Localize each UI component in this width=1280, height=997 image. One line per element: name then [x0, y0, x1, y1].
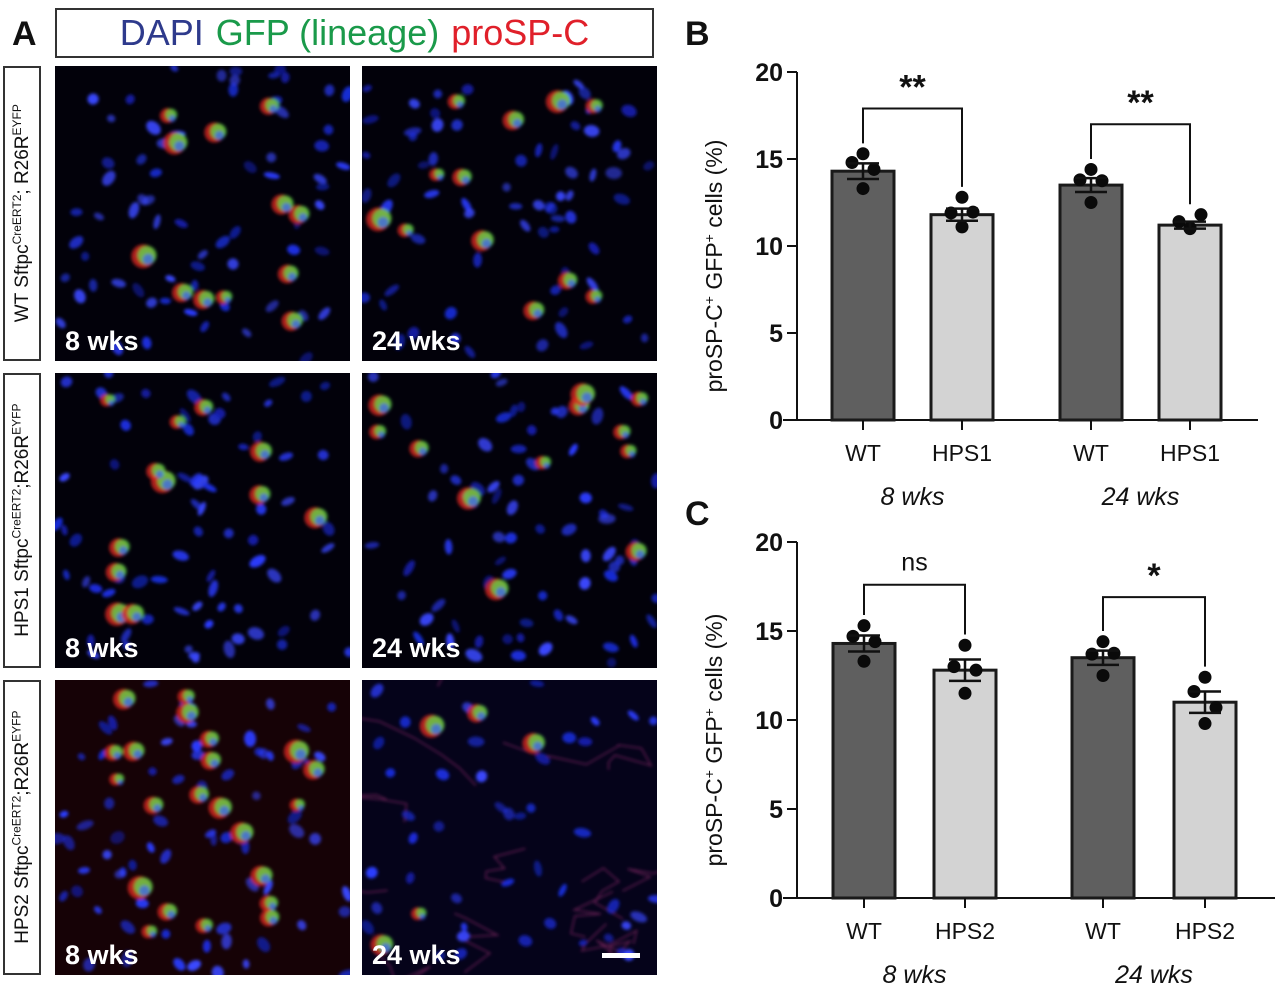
- svg-text:0: 0: [769, 885, 783, 913]
- time-label: 8 wks: [65, 326, 139, 356]
- svg-text:0: 0: [769, 407, 783, 435]
- time-label: 24 wks: [372, 326, 461, 356]
- row-label-hps1: HPS1 SftpcCreERT2;R26REYFP: [3, 373, 41, 668]
- svg-text:24 wks: 24 wks: [1114, 961, 1193, 989]
- svg-text:HPS2: HPS2: [1175, 918, 1235, 944]
- svg-text:20: 20: [755, 59, 783, 87]
- svg-text:5: 5: [769, 320, 783, 348]
- panel-b-letter: B: [685, 15, 710, 53]
- panel-c-letter: C: [685, 495, 710, 533]
- micrograph-hps1-8wks: 8 wks: [55, 373, 350, 668]
- svg-text:5: 5: [769, 796, 783, 824]
- svg-text:24 wks: 24 wks: [1101, 483, 1180, 511]
- svg-text:HPS1: HPS1: [1160, 440, 1220, 466]
- micrograph-hps2-24wks: 24 wks: [362, 680, 657, 975]
- svg-text:ns: ns: [901, 549, 927, 577]
- svg-text:WT: WT: [845, 440, 881, 466]
- time-label: 24 wks: [372, 940, 461, 970]
- svg-text:10: 10: [755, 707, 783, 735]
- chart-b: 0 5 10 15 20 proSP-C+ GFP+ cells (%) WT HPS1 WT H…: [690, 55, 1280, 515]
- svg-text:15: 15: [755, 618, 783, 646]
- stain-legend: DAPI GFP (lineage) proSP-C: [55, 8, 654, 58]
- svg-text:20: 20: [755, 529, 783, 557]
- svg-text:proSP-C+ GFP+ cells (%): proSP-C+ GFP+ cells (%): [701, 614, 727, 867]
- legend-dapi: DAPI: [119, 12, 204, 53]
- legend-gfp: GFP (lineage): [215, 12, 440, 53]
- svg-text:HPS1: HPS1: [932, 440, 992, 466]
- time-label: 8 wks: [65, 633, 139, 663]
- micrograph-hps2-8wks: 8 wks: [55, 680, 350, 975]
- svg-text:WT: WT: [1073, 440, 1109, 466]
- svg-text:HPS2: HPS2: [935, 918, 995, 944]
- svg-text:8 wks: 8 wks: [881, 483, 945, 511]
- svg-text:WT: WT: [1085, 918, 1121, 944]
- micrograph-wt-8wks: 8 wks: [55, 66, 350, 361]
- svg-text:*: *: [1147, 557, 1161, 595]
- row-label-hps2: HPS2 SftpcCreERT2;R26REYFP: [3, 680, 41, 975]
- svg-text:WT: WT: [846, 918, 882, 944]
- legend-prospc: proSP-C: [451, 12, 590, 53]
- panel-a-letter: A: [12, 15, 37, 53]
- svg-text:8 wks: 8 wks: [883, 961, 947, 989]
- chart-c: 0 5 10 15 20 proSP-C+ GFP+ cells (%) WT HPS2 WT H…: [690, 525, 1280, 992]
- svg-text:15: 15: [755, 146, 783, 174]
- svg-text:proSP-C+ GFP+ cells (%): proSP-C+ GFP+ cells (%): [701, 140, 727, 393]
- time-label: 24 wks: [372, 633, 461, 663]
- svg-text:10: 10: [755, 233, 783, 261]
- time-label: 8 wks: [65, 940, 139, 970]
- scale-bar: [602, 953, 640, 958]
- svg-text:**: **: [899, 69, 926, 107]
- micrograph-wt-24wks: 24 wks: [362, 66, 657, 361]
- micrograph-hps1-24wks: 24 wks: [362, 373, 657, 668]
- row-label-wt: WT SftpcCreERT2; R26REYFP: [3, 66, 41, 361]
- svg-text:**: **: [1127, 84, 1154, 122]
